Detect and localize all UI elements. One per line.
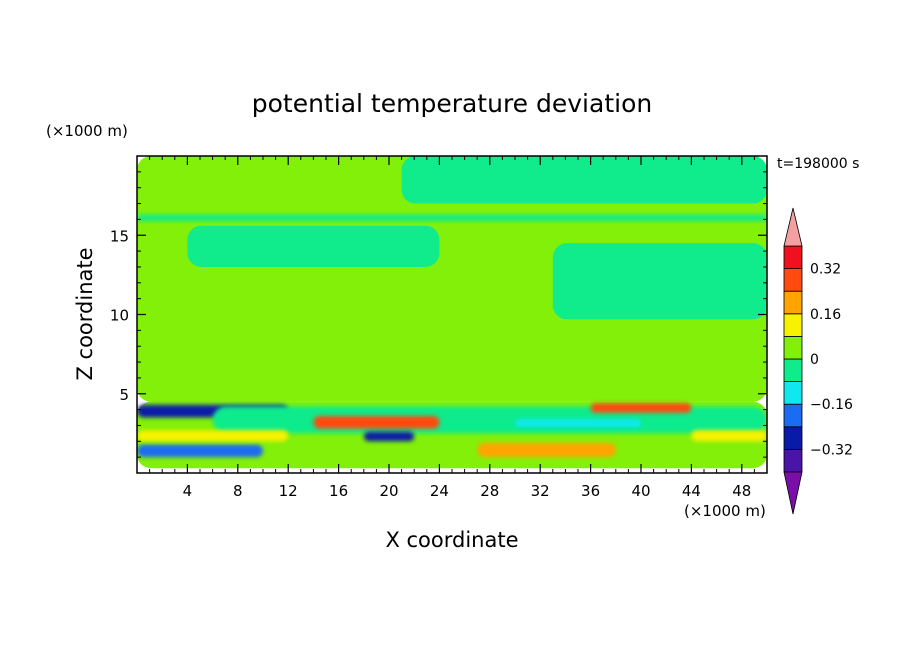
colorbar-tick-label: 0.32 (810, 262, 841, 278)
y-tick-label: 10 (110, 307, 129, 325)
colorbar: 0.32 0.16 0 −0.16 −0.32 (783, 207, 853, 515)
contour-region (552, 243, 767, 320)
plot-area (137, 156, 767, 469)
colorbar-segment (783, 403, 803, 428)
x-unit-label: (×1000 m) (684, 502, 766, 520)
x-tick-label: 48 (732, 482, 751, 500)
colorbar-segment (783, 335, 803, 360)
colorbar-segment (783, 290, 803, 315)
x-tick-label: 24 (430, 482, 449, 500)
x-tick-label: 36 (581, 482, 600, 500)
colorbar-tick-label: 0 (810, 352, 819, 368)
y-unit-label: (×1000 m) (46, 122, 128, 140)
x-tick-label: 12 (279, 482, 298, 500)
chart-title: potential temperature deviation (252, 89, 652, 118)
colorbar-tick-label: −0.16 (810, 397, 853, 413)
y-axis-label: Z coordinate (73, 247, 97, 380)
x-tick-label: 28 (480, 482, 499, 500)
colorbar-bottom-arrow (783, 471, 803, 515)
contour-region (313, 415, 440, 429)
colorbar-segment (783, 268, 803, 292)
x-tick-label: 20 (379, 482, 398, 500)
contour-region (363, 431, 415, 442)
contour-region (401, 156, 767, 204)
x-tick-label: 4 (183, 482, 193, 500)
x-tick-label: 32 (531, 482, 550, 500)
contour-region (137, 214, 767, 221)
x-tick-label: 8 (233, 482, 243, 500)
contour-region (590, 403, 692, 413)
y-tick-label: 5 (119, 386, 129, 404)
colorbar-segment (783, 426, 803, 450)
colorbar-segment (783, 245, 803, 270)
contour-region (187, 225, 440, 267)
time-label: t=198000 s (777, 156, 859, 172)
y-axis: 5 10 15 (110, 171, 767, 458)
colorbar-segment (783, 448, 803, 473)
colorbar-top-arrow (783, 207, 803, 247)
x-tick-label: 44 (682, 482, 701, 500)
x-axis-label: X coordinate (385, 528, 518, 552)
colorbar-tick-label: 0.16 (810, 307, 841, 323)
colorbar-segment (783, 313, 803, 337)
colorbar-tick-label: −0.32 (810, 442, 853, 458)
x-axis: 4 8 12 16 20 24 28 32 36 40 44 48 (149, 156, 755, 500)
colorbar-segment (783, 358, 803, 383)
x-tick-label: 40 (631, 482, 650, 500)
contour-region (515, 419, 641, 428)
contour-region (137, 444, 263, 458)
contour-region (477, 442, 616, 458)
y-tick-label: 15 (110, 227, 129, 245)
contour-region (691, 430, 767, 442)
contour-region (137, 430, 289, 442)
x-tick-label: 16 (329, 482, 348, 500)
colorbar-segment (783, 381, 803, 405)
